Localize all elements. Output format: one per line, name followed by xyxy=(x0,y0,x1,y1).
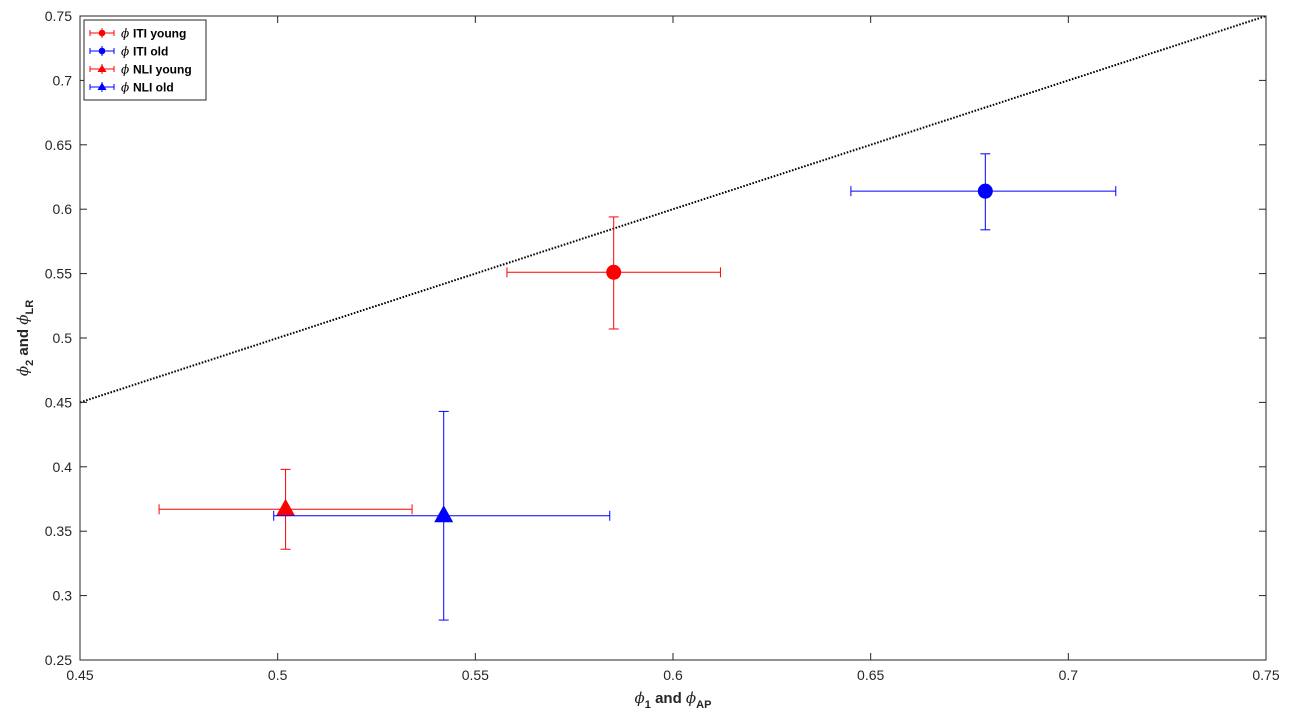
legend-symbol: ϕ xyxy=(121,45,133,59)
legend-series-name: NLI old xyxy=(133,81,174,95)
legend-item: ϕ NLI young xyxy=(89,63,192,77)
series-nli-young xyxy=(158,468,413,550)
y-tick-label: 0.75 xyxy=(45,8,72,24)
y-tick-label: 0.35 xyxy=(45,523,72,539)
x-tick-label: 0.55 xyxy=(462,667,489,683)
legend-marker xyxy=(98,29,106,37)
legend-marker xyxy=(97,64,107,72)
x-tick-label: 0.65 xyxy=(857,667,884,683)
data-point xyxy=(434,505,454,523)
series-nli-old xyxy=(273,410,611,621)
x-tick-label: 0.7 xyxy=(1059,667,1079,683)
legend-symbol: ϕ xyxy=(121,27,133,41)
legend-series-name: ITI old xyxy=(133,45,168,59)
y-tick-label: 0.6 xyxy=(53,201,73,217)
label-part: and xyxy=(651,690,686,707)
legend-label: ϕ NLI young xyxy=(121,63,192,77)
legend-marker xyxy=(97,82,107,90)
x-tick-label: 0.6 xyxy=(663,667,683,683)
y-tick-label: 0.55 xyxy=(45,266,72,282)
series-iti-old xyxy=(850,153,1117,231)
subscript: 2 xyxy=(24,360,36,366)
legend-symbol: ϕ xyxy=(121,63,133,77)
legend-item: ϕ ITI young xyxy=(89,27,186,41)
legend-item: ϕ NLI old xyxy=(89,81,174,95)
plot-area xyxy=(79,15,1267,621)
data-point xyxy=(606,264,622,280)
label-part: ϕ xyxy=(635,689,645,707)
legend-marker xyxy=(98,47,106,55)
y-tick-label: 0.45 xyxy=(45,394,72,410)
legend-label: ϕ ITI young xyxy=(121,27,186,41)
x-tick-label: 0.45 xyxy=(66,667,93,683)
x-tick-label: 0.75 xyxy=(1252,667,1279,683)
label-part: and xyxy=(15,325,32,360)
legend-symbol: ϕ xyxy=(121,81,133,95)
series-iti-young xyxy=(506,216,721,330)
legend-series-name: NLI young xyxy=(133,63,192,77)
y-tick-label: 0.3 xyxy=(53,588,73,604)
y-tick-label: 0.5 xyxy=(53,330,73,346)
subscript: 1 xyxy=(645,699,651,711)
y-axis-label: ϕ2 and ϕLR xyxy=(14,300,36,376)
x-axis-label: ϕ1 and ϕAP xyxy=(635,689,712,711)
y-tick-label: 0.7 xyxy=(53,72,73,88)
subscript: AP xyxy=(696,699,711,711)
label-part: ϕ xyxy=(14,366,32,376)
label-part: ϕ xyxy=(14,315,32,325)
legend-label: ϕ ITI old xyxy=(121,45,168,59)
subscript: LR xyxy=(24,300,36,315)
legend-item: ϕ ITI old xyxy=(89,45,168,59)
axes: 0.45 0.5 0.55 0.6 0.65 0.7 0.75 0.25 0.3 0.35 0.4 0… xyxy=(14,8,1280,711)
data-point xyxy=(276,498,296,516)
y-tick-label: 0.25 xyxy=(45,652,72,668)
y-tick-label: 0.65 xyxy=(45,137,72,153)
legend-series-name: ITI young xyxy=(133,27,186,41)
label-part: ϕ xyxy=(686,689,696,707)
data-point xyxy=(977,183,993,199)
legend-label: ϕ NLI old xyxy=(121,81,174,95)
x-tick-label: 0.5 xyxy=(268,667,288,683)
y-tick-label: 0.4 xyxy=(53,459,73,475)
